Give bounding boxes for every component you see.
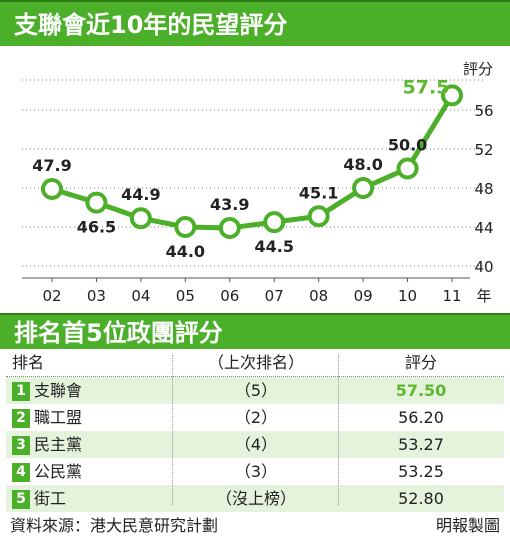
- x-tick-label: 03: [87, 287, 106, 305]
- chart-title: 支聯會近10年的民望評分: [14, 11, 288, 39]
- y-tick-label: 48: [474, 180, 493, 198]
- y-tick-label: 44: [474, 219, 493, 237]
- data-point: [41, 177, 63, 200]
- data-source: 資料來源：港大民意研究計劃: [10, 516, 219, 535]
- rank-badge: 3: [12, 436, 30, 455]
- previous-rank: （3）: [234, 462, 278, 481]
- data-label: 46.5: [77, 218, 116, 237]
- data-point: [85, 191, 108, 214]
- x-axis-unit: 年: [476, 287, 491, 305]
- x-tick-label: 09: [354, 287, 373, 305]
- series-line: [51, 94, 455, 231]
- score: 53.27: [398, 435, 444, 454]
- data-point: [263, 211, 286, 234]
- rank-badge: 2: [12, 409, 30, 428]
- data-label: 44.0: [166, 242, 205, 261]
- x-tick-label: 07: [265, 287, 284, 305]
- score: 57.50: [395, 381, 447, 400]
- column-divider: [172, 355, 173, 505]
- header-previous-rank: （上次排名）: [207, 353, 304, 372]
- data-label: 43.9: [210, 195, 249, 214]
- score: 52.80: [398, 489, 444, 508]
- column-divider: [338, 355, 339, 505]
- y-axis-label: 評分: [463, 60, 493, 78]
- y-tick-label: 56: [474, 102, 493, 120]
- previous-rank: （2）: [234, 408, 278, 427]
- previous-rank: （沒上榜）: [215, 489, 296, 508]
- data-label: 44.9: [121, 185, 160, 204]
- table-title-banner: 排名首5位政團評分: [0, 313, 510, 349]
- data-point: [352, 177, 375, 199]
- data-label: 44.5: [254, 237, 293, 256]
- y-tick-label: 52: [474, 141, 493, 159]
- x-tick-label: 11: [442, 287, 461, 305]
- table-row: 2 職工盟 （2） 56.20: [6, 404, 504, 431]
- data-point: [129, 207, 152, 230]
- group-name: 公民黨: [34, 462, 83, 481]
- data-point: [174, 216, 197, 238]
- header-score: 評分: [404, 353, 437, 372]
- table-title: 排名首5位政團評分: [14, 319, 223, 347]
- score: 56.20: [398, 408, 444, 427]
- ranking-table: 排名 （上次排名） 評分 1 支聯會 （5） 57.50 2 職工盟 （2） 56.…: [6, 349, 504, 512]
- previous-rank: （5）: [234, 381, 278, 400]
- chart-title-banner: 支聯會近10年的民望評分: [0, 0, 510, 46]
- table-row: 3 民主黨 （4） 53.27: [6, 431, 504, 458]
- x-tick-label: 08: [309, 287, 328, 305]
- x-tick-label: 02: [42, 287, 61, 305]
- table-row: 1 支聯會 （5） 57.50: [6, 377, 504, 404]
- line-chart: 40 44 48 52 56 評分 02 03 04 05 06 07 08 09 10 11 年 47.9 46.…: [22, 60, 494, 305]
- data-point: [441, 84, 463, 107]
- data-label: 48.0: [343, 155, 382, 174]
- header-rank: 排名: [12, 353, 45, 372]
- score: 53.25: [398, 462, 444, 481]
- group-name: 民主黨: [34, 435, 83, 454]
- data-point: [218, 216, 241, 239]
- table-row: 5 街工 （沒上榜） 52.80: [6, 485, 504, 512]
- x-tick-label: 06: [220, 287, 239, 305]
- footer: 資料來源：港大民意研究計劃 明報製圖: [10, 511, 500, 541]
- data-label: 50.0: [388, 136, 427, 155]
- data-point: [307, 205, 330, 228]
- x-tick-label: 05: [176, 287, 195, 305]
- x-tick-label: 10: [398, 287, 417, 305]
- rank-badge: 1: [12, 382, 30, 401]
- data-label: 47.9: [32, 156, 71, 175]
- graphic-credit: 明報製圖: [435, 516, 500, 535]
- rank-badge: 4: [12, 463, 30, 482]
- data-label: 45.1: [299, 183, 338, 202]
- group-name: 街工: [34, 489, 67, 508]
- x-tick-label: 04: [131, 287, 150, 305]
- table-row: 4 公民黨 （3） 53.25: [6, 458, 504, 485]
- data-label: 57.5: [403, 76, 450, 98]
- y-tick-label: 40: [474, 258, 493, 276]
- table-header-row: 排名 （上次排名） 評分: [6, 349, 504, 377]
- previous-rank: （4）: [234, 435, 278, 454]
- data-point: [396, 157, 419, 180]
- rank-badge: 5: [12, 490, 30, 509]
- group-name: 支聯會: [34, 381, 83, 400]
- group-name: 職工盟: [34, 408, 83, 427]
